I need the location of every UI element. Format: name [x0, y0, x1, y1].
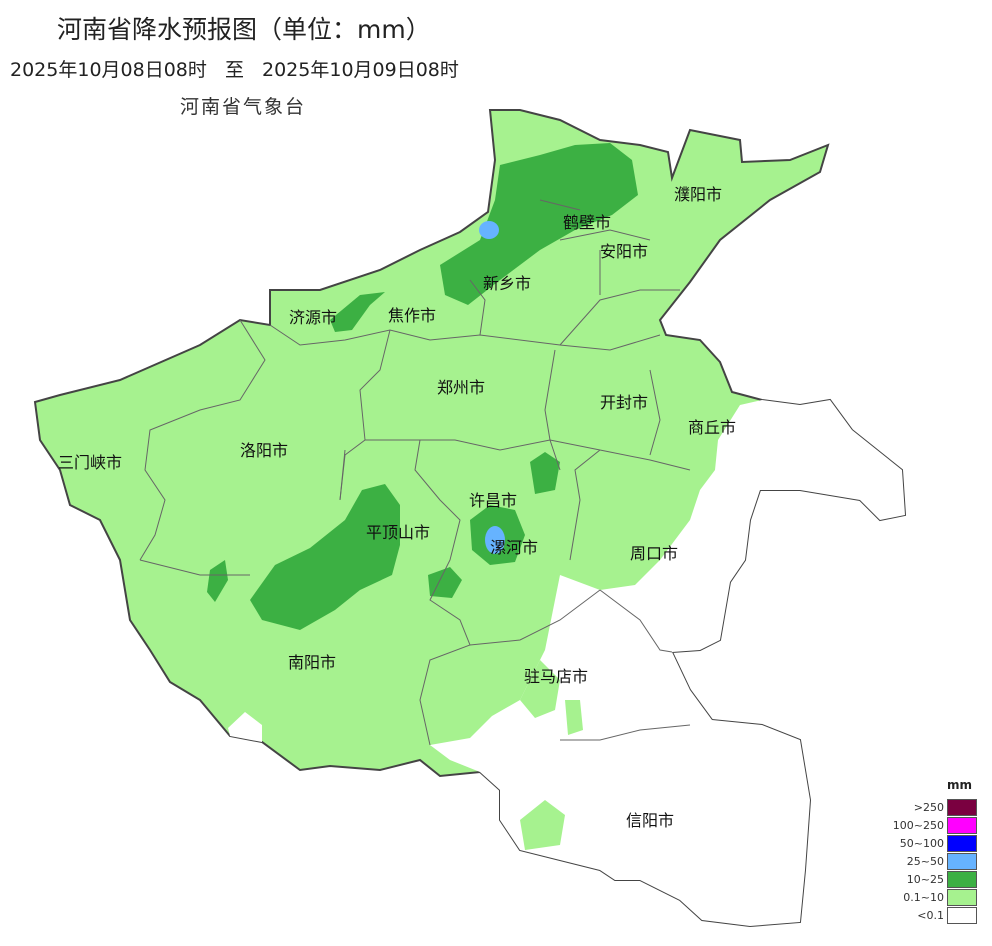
city-label-xinxiang: 新乡市: [483, 274, 532, 293]
city-label-nanyang: 南阳市: [288, 653, 337, 672]
prefecture-boundaries: [139, 199, 691, 746]
legend-swatch: [947, 907, 977, 924]
legend-label: 0.1~10: [903, 891, 944, 904]
period-separator: 至: [224, 59, 244, 81]
legend-item: 50~100: [880, 835, 980, 853]
legend-unit: mm: [947, 778, 973, 792]
heavy-rain-luohe: [485, 526, 505, 554]
city-label-puyang: 濮阳市: [674, 185, 723, 204]
legend-swatch: [947, 871, 977, 888]
city-label-pingdingshan: 平顶山市: [366, 523, 431, 542]
legend-swatch: [947, 853, 977, 870]
period-start: 2025年10月08日08时: [10, 59, 207, 81]
legend-label: 50~100: [899, 837, 944, 850]
legend-item: 25~50: [880, 853, 980, 871]
moderate-rain-north: [440, 143, 638, 305]
moderate-rain-pingdingshan: [250, 484, 400, 630]
city-label-xinyang: 信阳市: [626, 811, 675, 830]
legend-item: 100~250: [880, 817, 980, 835]
legend-label: 100~250: [892, 819, 944, 832]
city-label-anyang: 安阳市: [600, 242, 649, 261]
rain-patch: [565, 700, 583, 735]
city-label-jiaozuo: 焦作市: [388, 306, 437, 325]
legend-label: >250: [913, 801, 944, 814]
city-label-luohe: 漯河市: [490, 538, 539, 557]
city-label-luoyang: 洛阳市: [240, 441, 289, 460]
no-rain-area-sw: [228, 712, 262, 742]
agency-name: 河南省气象台: [180, 96, 307, 118]
no-rain-area: [430, 400, 905, 926]
legend-swatch: [947, 835, 977, 852]
legend-label: <0.1: [917, 909, 944, 922]
legend-swatch: [947, 799, 977, 816]
city-label-zhoukou: 周口市: [630, 544, 679, 563]
moderate-rain-jiyuan: [330, 292, 385, 332]
city-label-zhengzhou: 郑州市: [437, 378, 486, 397]
city-label-sanmenxia: 三门峡市: [58, 453, 123, 472]
legend-item: 0.1~10: [880, 889, 980, 907]
legend-item: >250: [880, 799, 980, 817]
moderate-rain-patch: [428, 567, 462, 598]
heavy-rain-xinxiang: [479, 221, 499, 239]
city-label-hebi: 鹤壁市: [563, 213, 612, 232]
rain-patch: [520, 800, 565, 850]
map-title: 河南省降水预报图（单位：mm）: [57, 15, 431, 44]
city-label-zhumadian: 驻马店市: [524, 667, 589, 686]
period-end: 2025年10月09日08时: [262, 59, 459, 81]
city-label-jiyuan: 济源市: [289, 308, 338, 327]
legend-label: 25~50: [906, 855, 944, 868]
legend-item: <0.1: [880, 907, 980, 925]
city-label-kaifeng: 开封市: [600, 393, 649, 412]
forecast-period: 2025年10月08日08时 至 2025年10月09日08时: [10, 55, 471, 82]
rain-patch: [520, 660, 560, 718]
legend-label: 10~25: [906, 873, 944, 886]
moderate-rain-patch: [207, 560, 228, 602]
city-label-xuchang: 许昌市: [469, 491, 518, 510]
legend-item: 10~25: [880, 871, 980, 889]
legend-swatch: [947, 889, 977, 906]
legend-swatch: [947, 817, 977, 834]
city-label-shangqiu: 商丘市: [688, 418, 737, 437]
moderate-rain-xuchang: [530, 452, 560, 494]
